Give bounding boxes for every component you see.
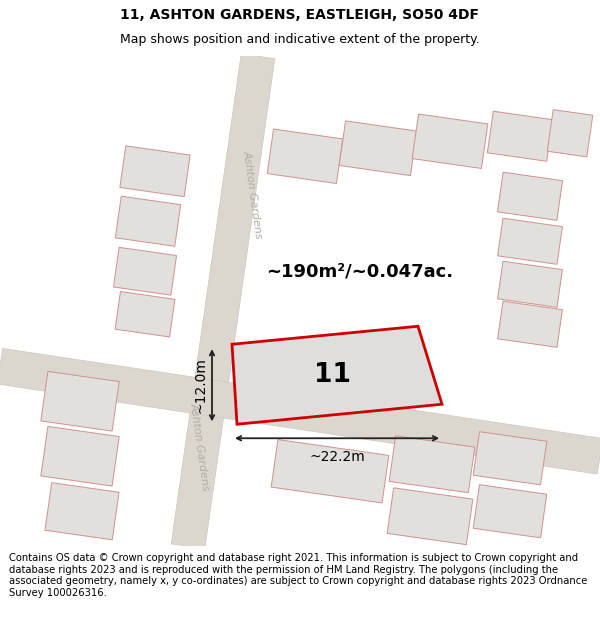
Polygon shape — [171, 54, 275, 549]
Polygon shape — [113, 248, 176, 295]
Text: Ashton Gardens: Ashton Gardens — [242, 149, 264, 239]
Polygon shape — [0, 349, 600, 474]
Polygon shape — [387, 488, 473, 544]
Text: ~22.2m: ~22.2m — [309, 450, 365, 464]
Polygon shape — [547, 109, 593, 157]
Text: ~190m²/~0.047ac.: ~190m²/~0.047ac. — [266, 262, 454, 280]
Polygon shape — [497, 173, 563, 220]
Polygon shape — [339, 121, 417, 176]
Polygon shape — [41, 371, 119, 431]
Polygon shape — [473, 432, 547, 485]
Polygon shape — [267, 129, 343, 184]
Text: Ashton Gardens: Ashton Gardens — [189, 401, 211, 491]
Text: Contains OS data © Crown copyright and database right 2021. This information is : Contains OS data © Crown copyright and d… — [9, 553, 587, 598]
Text: 11, ASHTON GARDENS, EASTLEIGH, SO50 4DF: 11, ASHTON GARDENS, EASTLEIGH, SO50 4DF — [121, 8, 479, 22]
Polygon shape — [412, 114, 488, 169]
Polygon shape — [497, 261, 562, 308]
Polygon shape — [389, 436, 475, 492]
Polygon shape — [41, 426, 119, 486]
Polygon shape — [497, 218, 562, 264]
Polygon shape — [120, 146, 190, 197]
Polygon shape — [45, 482, 119, 540]
Polygon shape — [232, 326, 442, 424]
Text: ~12.0m: ~12.0m — [193, 357, 207, 413]
Polygon shape — [115, 291, 175, 337]
Polygon shape — [497, 301, 562, 348]
Polygon shape — [115, 196, 181, 246]
Text: 11: 11 — [314, 362, 351, 388]
Polygon shape — [487, 111, 553, 161]
Polygon shape — [271, 439, 389, 503]
Polygon shape — [473, 484, 547, 538]
Text: Map shows position and indicative extent of the property.: Map shows position and indicative extent… — [120, 34, 480, 46]
